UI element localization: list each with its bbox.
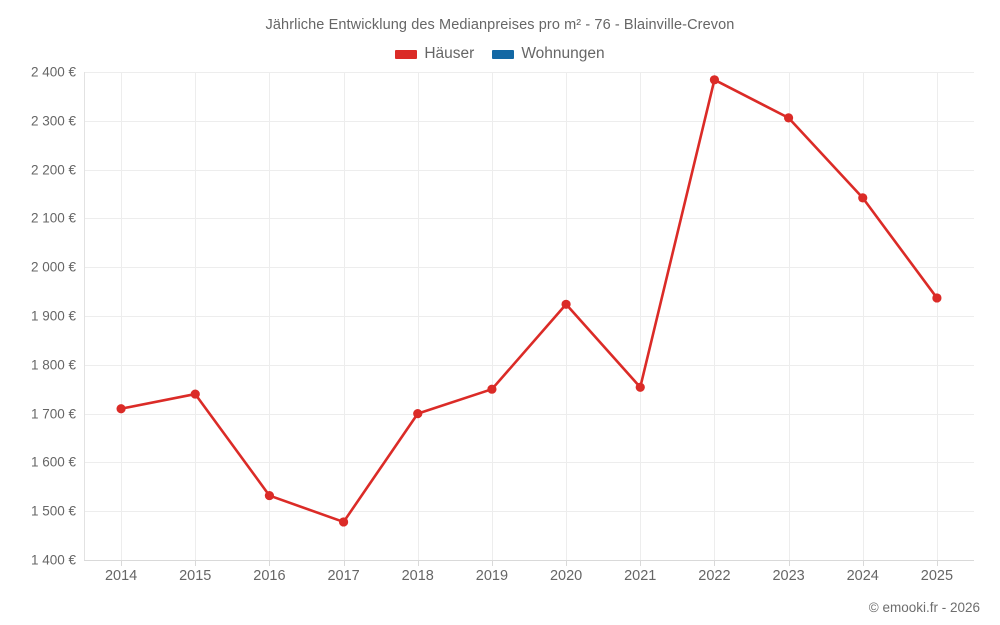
data-point-marker[interactable]	[487, 384, 497, 394]
data-point-marker[interactable]	[338, 517, 349, 527]
x-axis-tick-mark	[640, 560, 642, 566]
data-point-marker[interactable]	[858, 193, 868, 203]
data-point-marker[interactable]	[116, 404, 126, 414]
x-axis-tick-label: 2025	[920, 568, 954, 584]
footer-credit: © emooki.fr - 2026	[868, 600, 980, 615]
y-axis-tick-label: 1 700 €	[30, 406, 76, 422]
data-point-marker[interactable]	[413, 409, 423, 419]
x-axis-tick-mark	[936, 560, 938, 566]
x-gridline	[195, 72, 197, 560]
x-axis-tick-mark	[714, 560, 716, 566]
data-point-marker[interactable]	[561, 299, 571, 309]
x-axis-tick-label: 2024	[846, 568, 879, 584]
y-gridline	[84, 462, 974, 464]
data-point-marker[interactable]	[932, 293, 942, 303]
x-gridline	[417, 72, 419, 560]
y-axis-tick-label: 1 500 €	[30, 503, 76, 519]
x-axis-tick-mark	[862, 560, 864, 566]
y-gridline	[84, 413, 974, 415]
y-axis-tick-label: 1 800 €	[30, 357, 76, 373]
x-axis-tick-mark	[417, 560, 419, 566]
y-axis-tick-label: 2 200 €	[30, 162, 76, 178]
data-point-marker[interactable]	[264, 490, 275, 501]
x-axis-tick-label: 2015	[179, 568, 212, 584]
x-gridline	[121, 72, 123, 560]
x-gridline	[714, 72, 716, 560]
y-axis-tick-label: 2 400 €	[30, 64, 76, 80]
x-axis-tick-mark	[491, 560, 493, 566]
x-axis-tick-label: 2023	[772, 568, 805, 584]
x-gridline	[936, 72, 938, 560]
x-axis-tick-label: 2016	[253, 568, 286, 584]
y-gridline	[84, 364, 974, 366]
data-point-marker[interactable]	[635, 382, 645, 392]
x-axis-tick-mark	[121, 560, 123, 566]
y-gridline	[84, 169, 974, 171]
x-axis-tick-label: 2018	[401, 568, 434, 584]
legend-item-2[interactable]: Wohnungen	[492, 45, 605, 63]
y-axis-tick-label: 2 300 €	[30, 113, 76, 129]
y-axis-tick-label: 1 600 €	[30, 454, 76, 470]
y-axis-tick-label: 2 000 €	[30, 259, 76, 275]
y-axis-labels: 2 400 € 2 300 € 2 200 € 2 100 € 2 000 € 1 900…	[0, 0, 76, 625]
y-axis-tick-label: 1 900 €	[30, 308, 76, 324]
x-axis-tick-mark	[195, 560, 197, 566]
y-axis-line	[84, 72, 85, 561]
y-gridline	[84, 72, 974, 73]
legend-swatch-icon	[395, 49, 418, 59]
legend-item-label: Häuser	[424, 45, 475, 62]
x-gridline	[343, 72, 345, 560]
y-axis-tick-label: 1 400 €	[30, 552, 76, 568]
data-series-layer	[116, 75, 942, 527]
x-gridline	[862, 72, 864, 560]
x-axis-tick-label: 2021	[624, 568, 657, 584]
x-axis-tick-mark	[788, 560, 790, 566]
x-axis-tick-mark	[269, 560, 271, 566]
x-gridline	[788, 72, 790, 560]
x-axis-tick-label: 2019	[475, 568, 509, 584]
x-gridline	[566, 72, 568, 560]
legend-item-1[interactable]: Häuser	[395, 45, 474, 63]
x-axis-tick-mark	[343, 560, 345, 566]
x-axis-tick-label: 2014	[104, 568, 138, 584]
y-gridline	[84, 218, 974, 220]
y-gridline	[84, 120, 974, 122]
x-axis-tick-label: 2020	[549, 568, 583, 584]
x-axis-line	[84, 560, 974, 561]
data-point-marker[interactable]	[783, 113, 794, 123]
chart-title: Jährliche Entwicklung des Medianpreises …	[265, 17, 735, 33]
y-gridline	[84, 267, 974, 269]
legend-swatch-icon	[492, 49, 515, 59]
chart-legend: Häuser Wohnungen	[0, 45, 1000, 63]
x-gridline	[269, 72, 271, 560]
x-gridline	[640, 72, 642, 560]
y-gridline	[84, 511, 974, 513]
y-gridline	[84, 316, 974, 317]
plot-area	[84, 72, 974, 561]
series-line-1	[119, 78, 939, 524]
x-axis-tick-label: 2022	[698, 568, 731, 584]
x-axis-tick-mark	[566, 560, 568, 566]
data-point-marker[interactable]	[190, 389, 200, 399]
data-point-marker[interactable]	[709, 75, 720, 85]
y-axis-tick-label: 2 100 €	[30, 210, 76, 226]
x-axis-tick-label: 2017	[327, 568, 360, 584]
x-gridline	[491, 72, 493, 560]
legend-item-label: Wohnungen	[521, 45, 605, 62]
